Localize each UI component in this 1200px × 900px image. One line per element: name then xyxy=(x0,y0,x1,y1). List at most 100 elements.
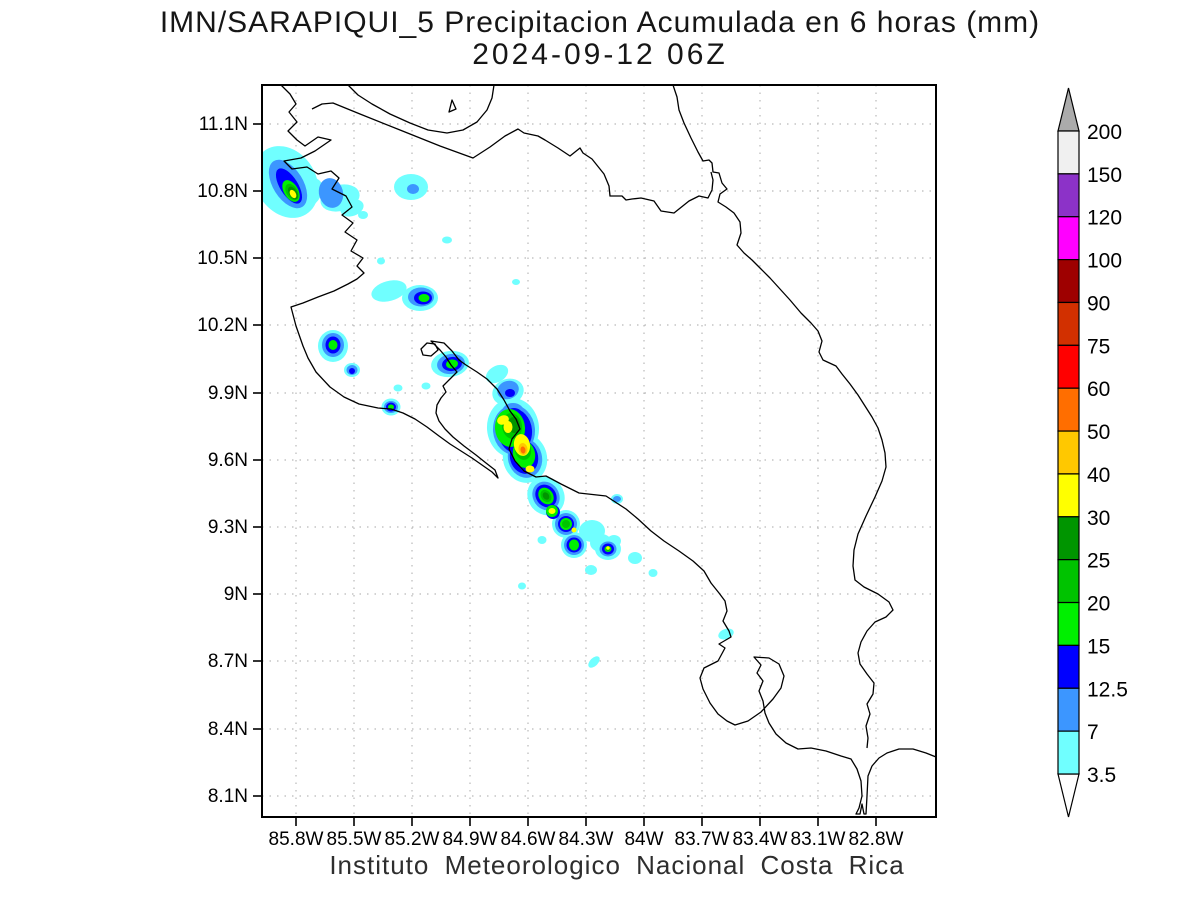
lon-tick-label: 84.9W xyxy=(443,829,498,850)
lat-tick-label: 10.5N xyxy=(197,248,248,269)
colorbar-label: 15 xyxy=(1087,635,1110,658)
lat-tick-label: 9N xyxy=(224,584,248,605)
colorbar-label: 3.5 xyxy=(1087,764,1116,787)
lat-tick-label: 9.3N xyxy=(208,517,248,538)
colorbar-segment xyxy=(1057,387,1080,432)
precip-contour-fill xyxy=(512,279,520,285)
chart-title: IMN/SARAPIQUI_5 Precipitacion Acumulada … xyxy=(159,6,1041,39)
precip-contour-fill xyxy=(569,539,579,551)
tick-layer xyxy=(253,123,877,826)
precip-contour-fill xyxy=(648,569,658,577)
colorbar-segment xyxy=(1057,216,1080,261)
colorbar-label: 40 xyxy=(1087,464,1110,487)
precip-contour-fill xyxy=(525,465,535,473)
precip-contour-fill xyxy=(628,552,642,564)
precip-contour-fill xyxy=(485,364,509,384)
colorbar-segment xyxy=(1057,173,1080,218)
colorbar-label: 120 xyxy=(1087,207,1122,230)
colorbar-label: 200 xyxy=(1087,121,1122,144)
coastline-layer xyxy=(280,85,936,815)
lat-tick-label: 8.7N xyxy=(208,651,248,672)
lon-tick-label: 83.4W xyxy=(733,829,788,850)
precip-contour-fill xyxy=(520,446,526,454)
lat-tick-label: 10.8N xyxy=(197,181,248,202)
lon-tick-label: 85.8W xyxy=(269,829,324,850)
precip-contour-fill xyxy=(289,189,297,199)
precip-contour-fill xyxy=(562,520,570,528)
coastline-pacific xyxy=(280,85,936,815)
lon-tick-label: 85.2W xyxy=(385,829,440,850)
precip-contour-fill xyxy=(718,628,734,640)
colorbar-label: 20 xyxy=(1087,593,1110,616)
colorbar-segment xyxy=(1057,259,1080,304)
lon-tick-label: 84W xyxy=(624,829,663,850)
colorbar-label: 150 xyxy=(1087,164,1122,187)
precip-contour-fill xyxy=(613,496,621,502)
colorbar-segment xyxy=(1057,730,1080,775)
precip-contour-fill xyxy=(393,384,403,392)
lat-tick-label: 10.2N xyxy=(197,315,248,336)
lake-arenal xyxy=(420,342,439,357)
colorbar-segment xyxy=(1057,473,1080,518)
precip-contour-fill xyxy=(371,280,407,302)
colorbar-segment xyxy=(1057,430,1080,475)
colorbar-segment xyxy=(1057,344,1080,389)
precip-contour-fill xyxy=(418,294,430,302)
colorbar-label: 7 xyxy=(1087,721,1099,744)
lon-tick-label: 82.8W xyxy=(849,829,904,850)
lat-tick-label: 9.6N xyxy=(208,450,248,471)
precip-contour-fill xyxy=(542,492,550,500)
precip-contour-fill xyxy=(377,257,385,265)
chart-subtitle: 2024-09-12 06Z xyxy=(472,38,728,71)
colorbar-label: 90 xyxy=(1087,292,1110,315)
footer-caption: Instituto Meteorologico Nacional Costa R… xyxy=(329,850,905,880)
colorbar: 200 150 120 100 90 75 60 50 40 30 25 20 15 12.5 7 3.5 xyxy=(1057,87,1128,818)
precip-contour-fill xyxy=(548,508,556,514)
lat-tick-label: 11.1N xyxy=(199,114,248,135)
island-triangle xyxy=(448,99,457,113)
border-nicaragua xyxy=(311,102,714,214)
lake-nicaragua-shore xyxy=(347,85,495,134)
colorbar-label: 100 xyxy=(1087,250,1122,273)
colorbar-label: 25 xyxy=(1087,550,1110,573)
precip-contour-fill xyxy=(407,184,419,194)
colorbar-label: 60 xyxy=(1087,378,1110,401)
tick-label-layer: 11.1N 10.8N 10.5N 10.2N 9.9N 9.6N 9.3N 9N 8.7N 8.… xyxy=(197,114,903,850)
map-frame xyxy=(261,84,937,818)
precip-contour-fill xyxy=(349,368,355,374)
precip-contour-fill xyxy=(318,178,344,208)
precip-contour-fill xyxy=(358,211,368,219)
lon-tick-label: 83.7W xyxy=(675,829,730,850)
precip-contour-fill xyxy=(328,340,338,350)
precip-contour-fill xyxy=(585,565,597,575)
colorbar-label: 30 xyxy=(1087,507,1110,530)
precip-contour-fill xyxy=(518,582,526,590)
precip-contour-fill xyxy=(421,382,431,390)
colorbar-segment xyxy=(1057,516,1080,561)
colorbar-segment xyxy=(1057,644,1080,689)
lon-tick-label: 84.6W xyxy=(501,829,556,850)
coastline-caribbean xyxy=(672,85,894,749)
precip-contour-fill xyxy=(588,656,600,668)
lon-tick-label: 84.3W xyxy=(559,829,614,850)
colorbar-segment xyxy=(1057,687,1080,732)
precip-contour-fill xyxy=(442,236,452,244)
precip-contour-fill xyxy=(606,546,610,550)
colorbar-label: 75 xyxy=(1087,335,1110,358)
precip-contour-fill xyxy=(505,389,515,397)
precip-contour-fill xyxy=(571,527,577,533)
lon-tick-label: 83.1W xyxy=(791,829,846,850)
colorbar-segment xyxy=(1057,130,1080,175)
grid-layer xyxy=(262,85,936,817)
lat-tick-label: 9.9N xyxy=(208,383,248,404)
colorbar-over-arrow xyxy=(1057,87,1080,132)
lat-tick-label: 8.4N xyxy=(208,719,248,740)
colorbar-segment xyxy=(1057,601,1080,646)
colorbar-under-arrow xyxy=(1057,773,1080,818)
lat-tick-label: 8.1N xyxy=(208,786,248,807)
precip-contour-fill xyxy=(503,421,513,433)
lon-tick-label: 85.5W xyxy=(327,829,382,850)
colorbar-label: 12.5 xyxy=(1087,678,1128,701)
colorbar-segment xyxy=(1057,301,1080,346)
